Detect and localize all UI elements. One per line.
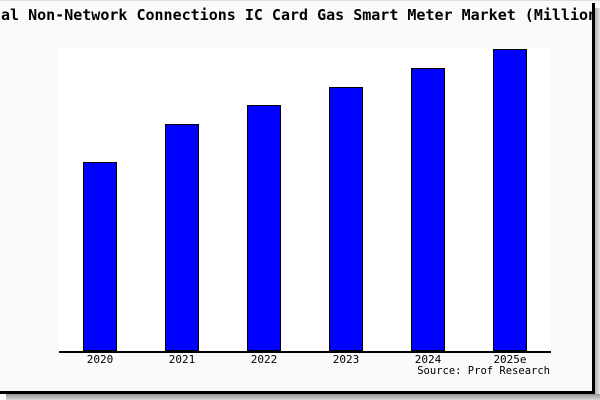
x-tick-label-2021: 2021 <box>168 353 196 366</box>
x-tick-label-2025e: 2025e <box>493 353 527 366</box>
x-tick-label-2024: 2024 <box>414 353 442 366</box>
bar-2022 <box>247 105 281 351</box>
source-label: Source: Prof Research <box>417 365 550 377</box>
chart-title: al Non-Network Connections IC Card Gas S… <box>1 6 592 24</box>
bar-2021 <box>165 124 199 351</box>
top-edge-line <box>0 0 600 1</box>
x-tick-label-2022: 2022 <box>250 353 278 366</box>
drop-shadow-right <box>595 8 600 394</box>
bar-2024 <box>411 68 445 351</box>
plot-area <box>59 48 551 353</box>
chart-frame: al Non-Network Connections IC Card Gas S… <box>1 6 592 353</box>
x-axis-ticks: 2020 2021 2022 2023 2024 2025e <box>0 354 600 368</box>
x-tick-label-2020: 2020 <box>86 353 114 366</box>
frame-border-right <box>592 3 595 394</box>
x-tick-label-2023: 2023 <box>332 353 360 366</box>
drop-shadow-bottom <box>6 394 600 400</box>
bar-2020 <box>83 162 117 351</box>
bar-2023 <box>329 87 363 351</box>
bar-2025e <box>493 49 527 351</box>
frame-border-bottom <box>0 391 595 394</box>
